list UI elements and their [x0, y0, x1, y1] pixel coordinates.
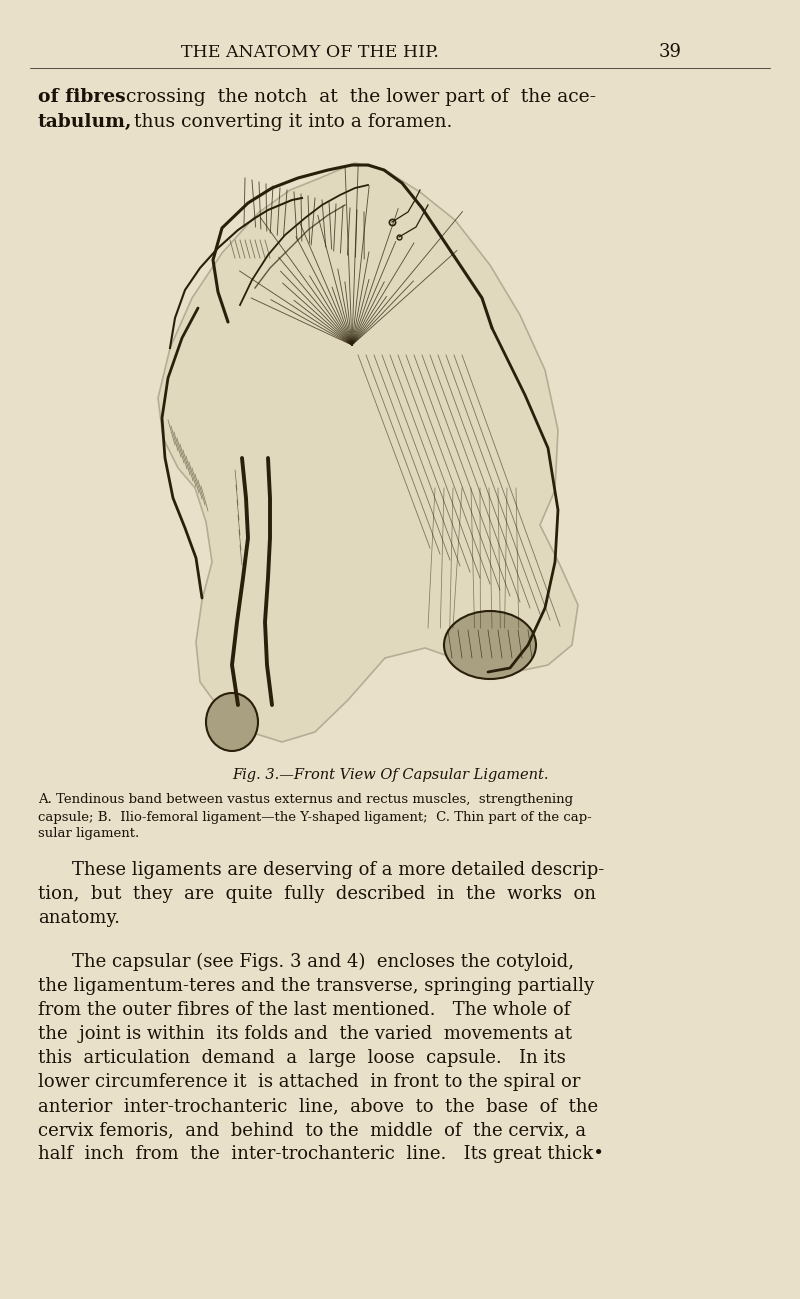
Polygon shape [158, 162, 578, 742]
Text: anatomy.: anatomy. [38, 909, 120, 927]
Text: tion,  but  they  are  quite  fully  described  in  the  works  on: tion, but they are quite fully described… [38, 885, 596, 903]
Text: from the outer fibres of the last mentioned.   The whole of: from the outer fibres of the last mentio… [38, 1002, 570, 1018]
Text: THE ANATOMY OF THE HIP.: THE ANATOMY OF THE HIP. [181, 43, 439, 61]
Text: 39: 39 [658, 43, 682, 61]
Text: sular ligament.: sular ligament. [38, 827, 139, 840]
Text: thus converting it into a foramen.: thus converting it into a foramen. [122, 113, 452, 131]
Text: cervix femoris,  and  behind  to the  middle  of  the cervix, a: cervix femoris, and behind to the middle… [38, 1121, 586, 1139]
Text: the  joint is within  its folds and  the varied  movements at: the joint is within its folds and the va… [38, 1025, 572, 1043]
Text: the ligamentum-teres and the transverse, springing partially: the ligamentum-teres and the transverse,… [38, 977, 594, 995]
Text: Fig. 3.—Front View Of Capsular Ligament.: Fig. 3.—Front View Of Capsular Ligament. [232, 768, 548, 782]
Text: The capsular (see Figs. 3 and 4)  encloses the cotyloid,: The capsular (see Figs. 3 and 4) enclose… [72, 953, 574, 972]
Ellipse shape [444, 611, 536, 679]
Text: anterior  inter-trochanteric  line,  above  to  the  base  of  the: anterior inter-trochanteric line, above … [38, 1096, 598, 1115]
Text: lower circumference it  is attached  in front to the spiral or: lower circumference it is attached in fr… [38, 1073, 580, 1091]
Text: A. Tendinous band between vastus externus and rectus muscles,  strengthening: A. Tendinous band between vastus externu… [38, 794, 573, 807]
Text: tabulum,: tabulum, [38, 113, 133, 131]
Text: half  inch  from  the  inter-trochanteric  line.   Its great thick•: half inch from the inter-trochanteric li… [38, 1144, 604, 1163]
Text: capsule; B.  Ilio-femoral ligament—the Y-shaped ligament;  C. Thin part of the c: capsule; B. Ilio-femoral ligament—the Y-… [38, 811, 592, 824]
Text: These ligaments are deserving of a more detailed descrip-: These ligaments are deserving of a more … [72, 861, 604, 879]
Text: crossing  the notch  at  the lower part of  the ace-: crossing the notch at the lower part of … [120, 88, 596, 107]
Text: of fibres: of fibres [38, 88, 126, 107]
Ellipse shape [206, 692, 258, 751]
Text: this  articulation  demand  a  large  loose  capsule.   In its: this articulation demand a large loose c… [38, 1050, 566, 1066]
